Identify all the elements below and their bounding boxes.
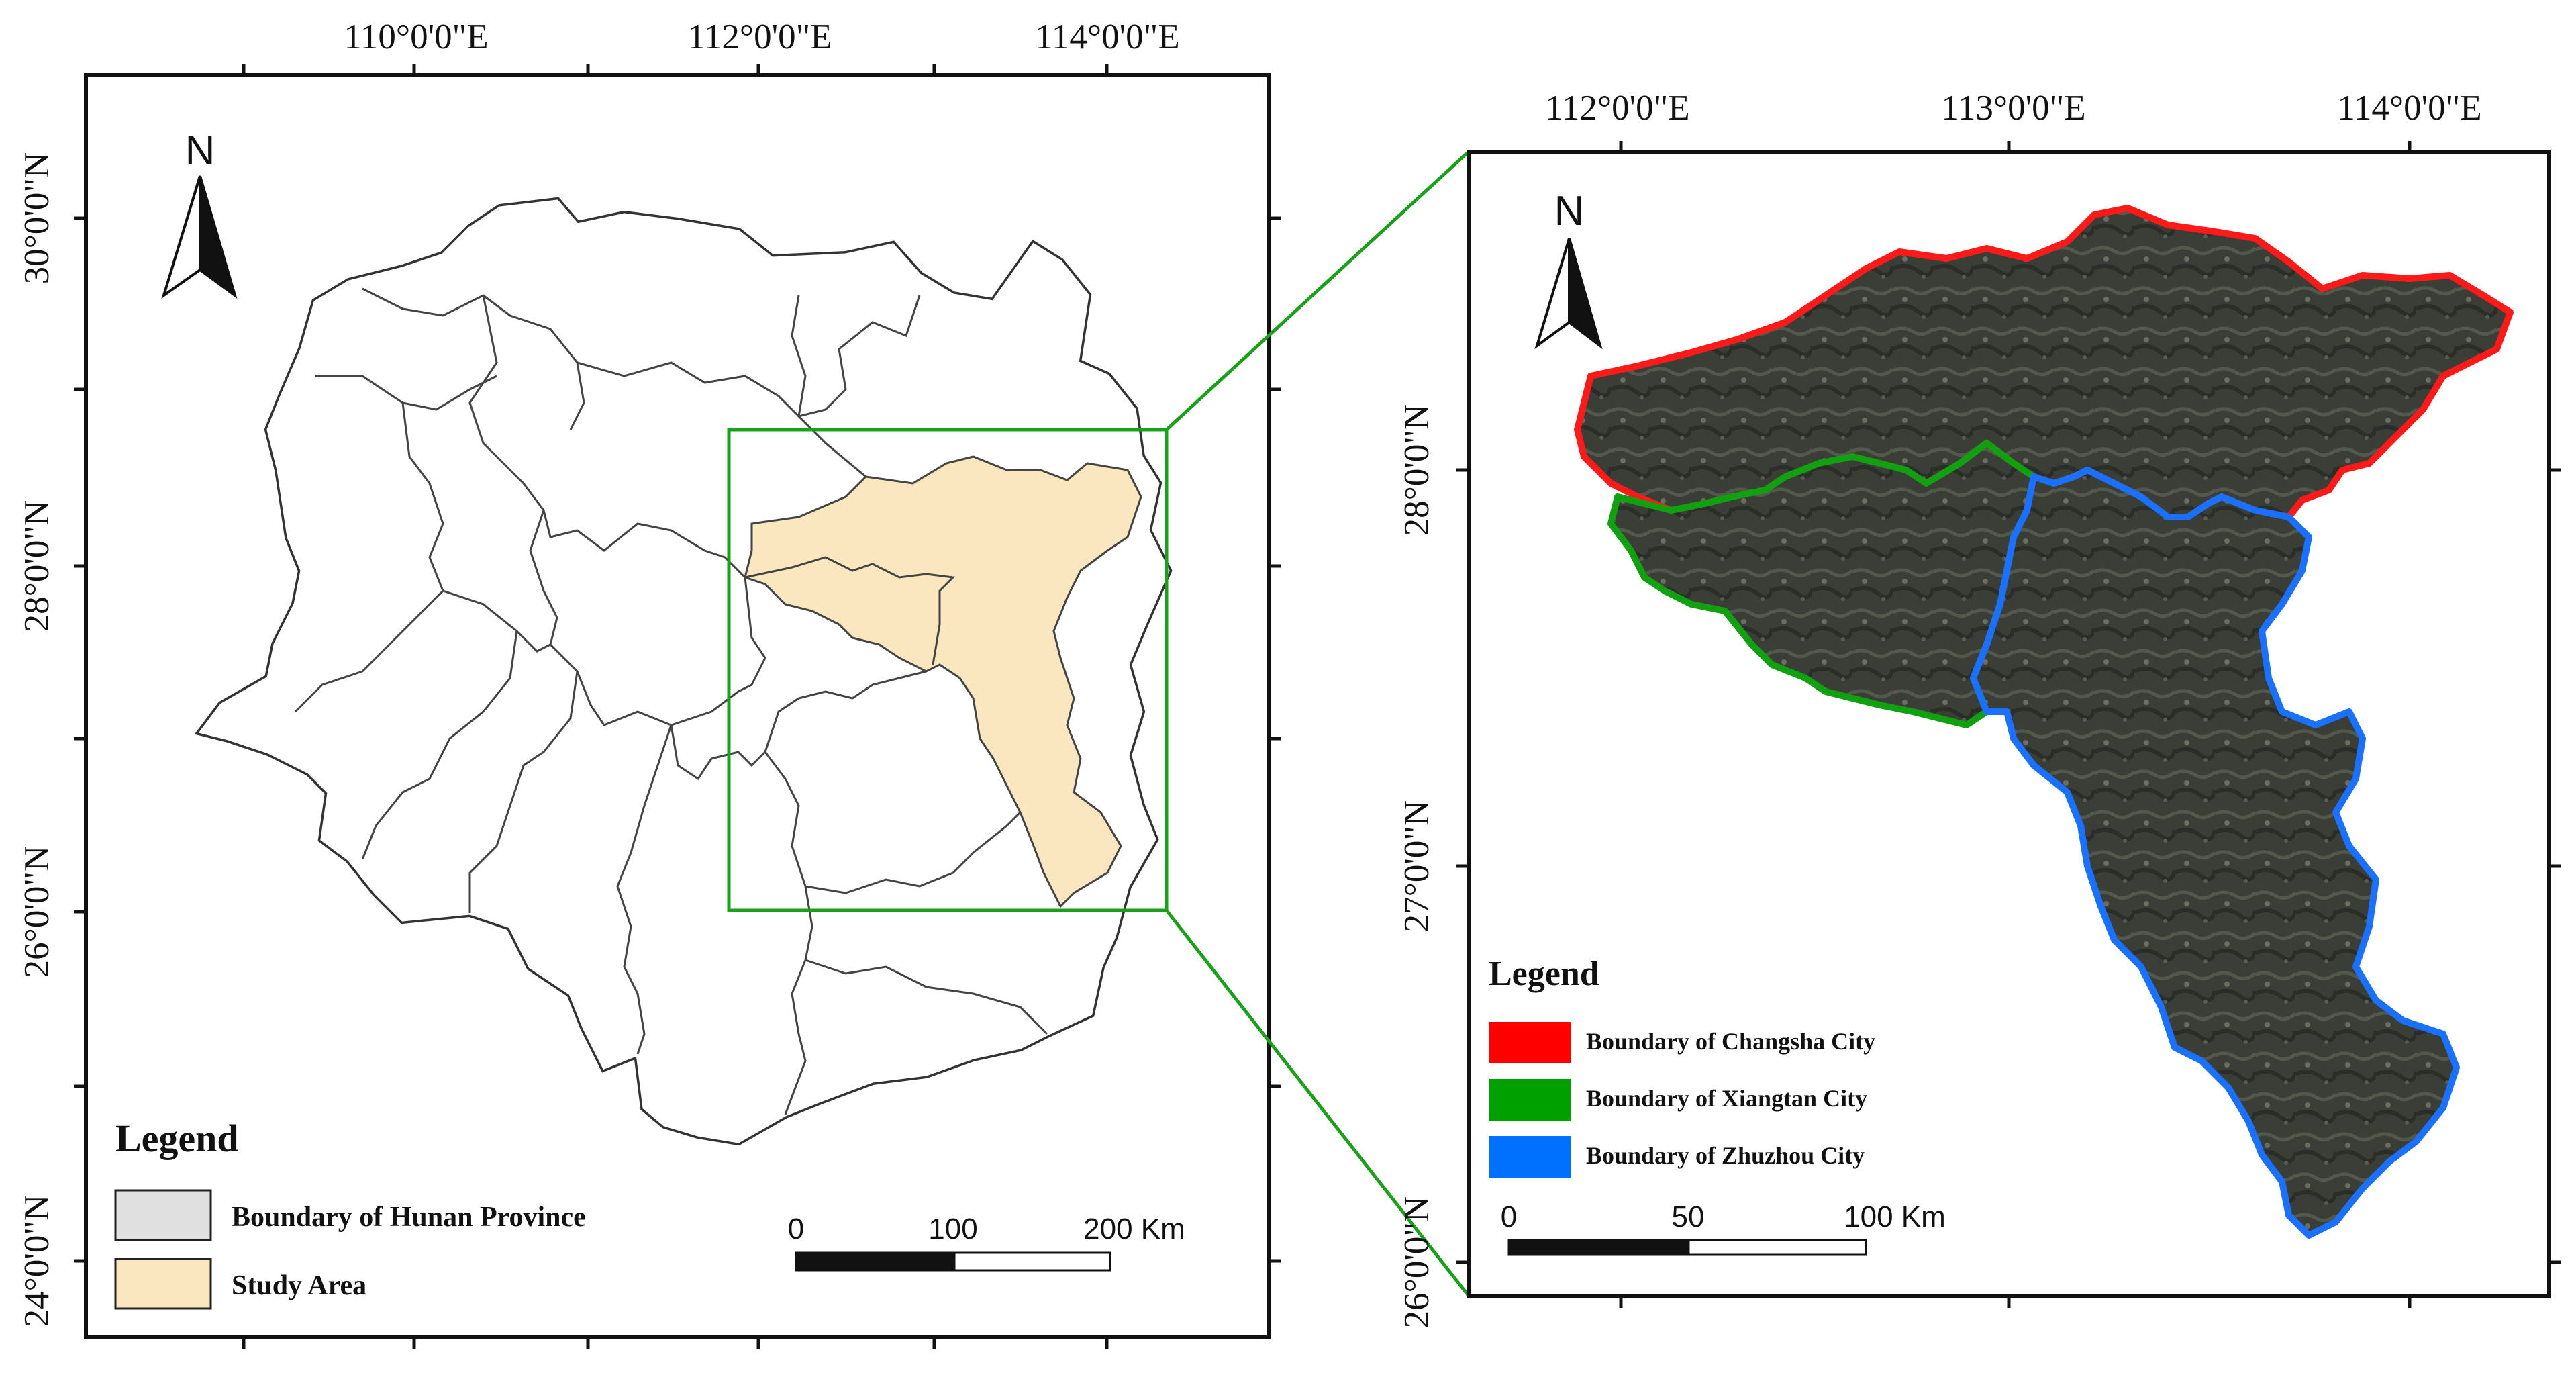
study-area-region (744, 455, 1142, 908)
left-map-panel: 110°0'0"E 112°0'0"E 114°0'0"E 30°0'0"N 2… (17, 17, 1281, 1349)
legend-swatch-changsha (1489, 1022, 1571, 1063)
svg-text:N: N (1554, 188, 1585, 234)
right-legend-title: Legend (1489, 955, 1599, 993)
left-legend-title: Legend (115, 1117, 239, 1160)
left-lat-label: 24°0'0"N (17, 1195, 56, 1327)
left-scale-bar: 0 100 200 Km (788, 1213, 1185, 1272)
legend-label-zhuzhou: Boundary of Zhuzhou City (1586, 1142, 1865, 1169)
hunan-province-outline (194, 197, 1173, 1146)
svg-text:100 Km: 100 Km (1844, 1200, 1946, 1233)
left-lat-label: 28°0'0"N (17, 500, 56, 632)
left-lon-label: 114°0'0"E (1035, 17, 1179, 56)
svg-text:200 Km: 200 Km (1083, 1213, 1185, 1245)
legend-label-hunan: Boundary of Hunan Province (232, 1202, 586, 1233)
svg-text:0: 0 (1501, 1200, 1517, 1233)
right-lon-label: 113°0'0"E (1941, 89, 2085, 128)
left-legend: Legend Boundary of Hunan Province Study … (114, 1117, 586, 1310)
svg-text:0: 0 (788, 1213, 804, 1245)
right-lon-label: 112°0'0"E (1545, 89, 1689, 128)
left-lat-label: 26°0'0"N (17, 846, 56, 978)
zhuzhou-region (1970, 467, 2460, 1239)
right-lat-label: 27°0'0"N (1397, 800, 1436, 933)
right-lat-label: 28°0'0"N (1397, 404, 1436, 536)
svg-text:100: 100 (928, 1213, 977, 1245)
left-lon-label: 112°0'0"E (687, 17, 832, 56)
zoom-connector-lines (1165, 150, 1470, 1297)
legend-label-xiangtan: Boundary of Xiangtan City (1586, 1085, 1867, 1112)
north-arrow-icon: N (1534, 188, 1603, 350)
left-lat-label: 30°0'0"N (17, 152, 56, 285)
study-area-extent-box (727, 428, 1169, 912)
legend-swatch-study-area (114, 1258, 212, 1310)
legend-label-changsha: Boundary of Changsha City (1586, 1028, 1875, 1055)
right-legend: Legend Boundary of Changsha City Boundar… (1489, 955, 1875, 1178)
legend-label-study-area: Study Area (232, 1270, 366, 1301)
north-arrow-icon: N (161, 128, 238, 299)
legend-swatch-hunan (114, 1189, 212, 1241)
svg-text:50: 50 (1672, 1200, 1705, 1233)
prefecture-boundaries (294, 287, 1048, 1115)
right-map-ticks (1456, 141, 2561, 1308)
right-scale-bar: 0 50 100 Km (1501, 1200, 1946, 1256)
left-map-ticks (74, 64, 1281, 1349)
svg-text:N: N (185, 128, 215, 174)
legend-swatch-xiangtan (1489, 1079, 1571, 1121)
left-lon-label: 110°0'0"E (344, 17, 488, 56)
right-lon-label: 114°0'0"E (2337, 89, 2481, 128)
right-map-panel: 112°0'0"E 113°0'0"E 114°0'0"E 28°0'0"N 2… (1397, 89, 2561, 1328)
right-lat-label: 26°0'0"N (1397, 1196, 1436, 1329)
legend-swatch-zhuzhou (1489, 1136, 1571, 1178)
